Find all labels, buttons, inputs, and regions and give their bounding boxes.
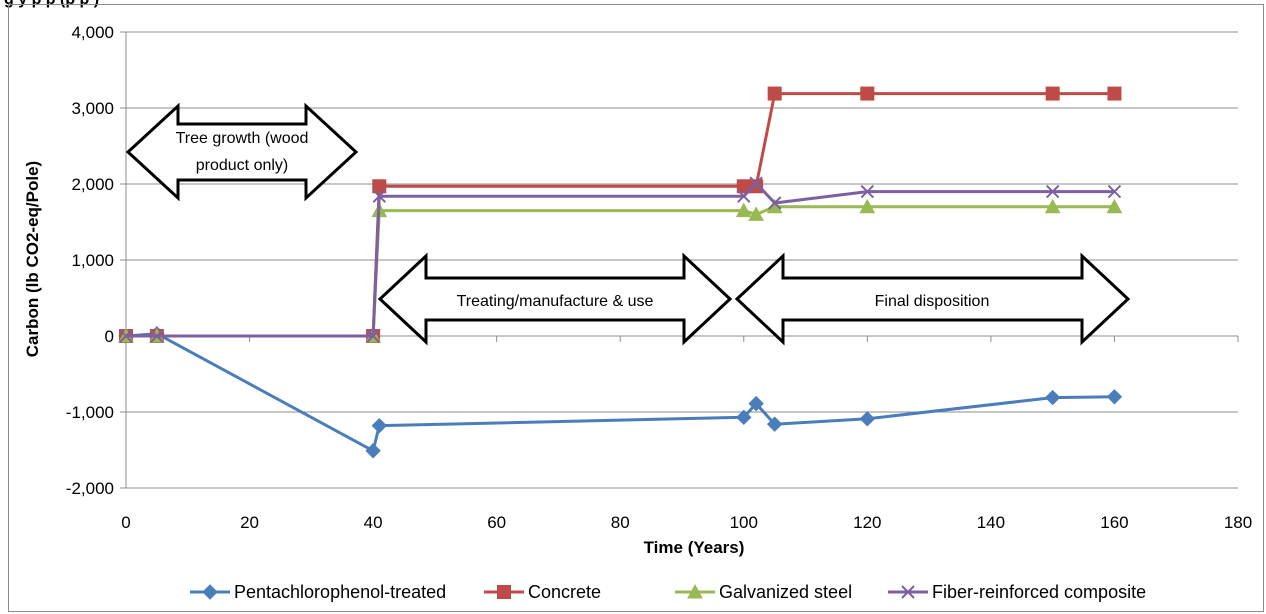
legend-item-pentachlorophenol-treated: Pentachlorophenol-treated: [190, 582, 446, 602]
x-axis-title: Time (Years): [644, 538, 745, 557]
series-pentachlorophenol-treated-point: [736, 409, 752, 426]
series-fiber-reinforced-composite-point: [150, 329, 164, 343]
x-marker-stroke: [737, 189, 751, 203]
legend-swatch-point: [497, 585, 511, 599]
legend-label: Concrete: [528, 582, 601, 602]
series-concrete-point: [372, 179, 387, 194]
y-tick-label: -2,000: [66, 479, 114, 498]
x-tick-label: 160: [1100, 513, 1128, 532]
legend-label: Fiber-reinforced composite: [932, 582, 1146, 602]
y-tick-label: 2,000: [71, 175, 114, 194]
arrow-label-tree: Tree growth (wood: [176, 130, 309, 147]
x-tick-label: 140: [977, 513, 1005, 532]
series-fiber-reinforced-composite-point: [372, 189, 386, 203]
series-pentachlorophenol-treated-point: [371, 417, 387, 434]
x-marker-stroke: [1107, 184, 1122, 199]
series-concrete-point: [860, 86, 875, 101]
y-tick-label: 4,000: [71, 23, 114, 42]
series-concrete-point: [749, 179, 764, 194]
series-pentachlorophenol-treated-point: [748, 395, 764, 412]
series-fiber-reinforced-composite-point: [366, 329, 380, 343]
series-pentachlorophenol-treated: [118, 326, 1123, 459]
x-marker-stroke: [749, 176, 763, 190]
tick-labels: -2,000 -1,000 0 1,000 2,000 3,000 4,000 0 20 40 60…: [66, 23, 1252, 532]
phase-arrows: Tree growth (wood product only) Treating/m…: [125, 102, 1131, 346]
series-pentachlorophenol-treated-point: [365, 443, 381, 459]
series-concrete-point: [767, 86, 782, 101]
series-pentachlorophenol-treated-point: [766, 416, 783, 432]
arrow-label-treat: Treating/manufacture & use: [457, 293, 654, 310]
x-tick-label: 0: [121, 513, 130, 532]
y-tick-label: 0: [105, 327, 114, 346]
series-fiber-reinforced-composite-point: [1107, 184, 1122, 199]
x-tick-label: 40: [364, 513, 383, 532]
y-axis-title: Carbon (lb CO2-eq/Pole): [23, 161, 42, 357]
double-arrow-treat: [377, 252, 733, 346]
x-marker-stroke: [119, 329, 133, 343]
x-tick-label: 80: [611, 513, 630, 532]
series-galvanized-steel-point: [748, 206, 764, 221]
series-galvanized-steel-point: [859, 198, 876, 214]
series-line-fiber-reinforced-composite: [126, 181, 1115, 338]
series-fiber-reinforced-composite-point: [749, 176, 763, 190]
legend-item-concrete: Concrete: [484, 582, 601, 602]
legend-swatch-point: [202, 584, 218, 600]
double-arrow-tree: [125, 102, 359, 202]
series-pentachlorophenol-treated-point: [1044, 389, 1061, 406]
data-series: [118, 86, 1123, 459]
y-tick-label: -1,000: [66, 403, 114, 422]
legend-label: Galvanized steel: [719, 582, 852, 602]
series-concrete-point: [1045, 86, 1060, 101]
x-tick-label: 60: [487, 513, 506, 532]
x-tick-label: 100: [730, 513, 758, 532]
series-galvanized-steel-point: [1044, 198, 1061, 214]
series-galvanized-steel-point: [1106, 198, 1123, 214]
series-fiber-reinforced-composite: [119, 176, 1122, 343]
chart-frame: [8, 4, 1264, 612]
series-pentachlorophenol-treated-point: [1106, 389, 1123, 405]
series-fiber-reinforced-composite-point: [119, 329, 133, 343]
x-marker-stroke: [372, 189, 386, 203]
y-tick-label: 1,000: [71, 251, 114, 270]
series-line-pentachlorophenol-treated: [125, 332, 1115, 453]
x-tick-label: 120: [853, 513, 881, 532]
double-arrow-final: [734, 252, 1131, 346]
series-fiber-reinforced-composite-point: [1045, 184, 1060, 199]
x-marker-stroke: [767, 196, 782, 210]
series-fiber-reinforced-composite-point: [767, 196, 782, 210]
x-marker-stroke: [901, 585, 915, 599]
x-marker-stroke: [150, 329, 164, 343]
arrow-label-tree: product only): [196, 157, 289, 174]
y-tick-label: 3,000: [71, 99, 114, 118]
series-galvanized-steel-point: [735, 202, 752, 218]
series-pentachlorophenol-treated-point: [859, 411, 876, 427]
legend-item-fiber-reinforced-composite: Fiber-reinforced composite: [888, 582, 1146, 602]
x-marker-stroke: [366, 329, 380, 343]
legend: Pentachlorophenol-treated Concrete Galvani…: [190, 582, 1146, 602]
x-tick-label: 180: [1224, 513, 1252, 532]
series-fiber-reinforced-composite-point: [860, 184, 875, 199]
x-marker-stroke: [860, 184, 875, 199]
x-marker-stroke: [1045, 184, 1060, 199]
series-concrete-point: [1107, 86, 1122, 101]
arrow-label-final: Final disposition: [875, 293, 990, 310]
series-fiber-reinforced-composite-point: [737, 189, 751, 203]
legend-swatch-point: [687, 583, 703, 599]
legend-item-galvanized-steel: Galvanized steel: [675, 582, 852, 602]
legend-label: Pentachlorophenol-treated: [234, 582, 446, 602]
x-tick-label: 20: [240, 513, 259, 532]
legend-swatch-point: [901, 585, 915, 599]
